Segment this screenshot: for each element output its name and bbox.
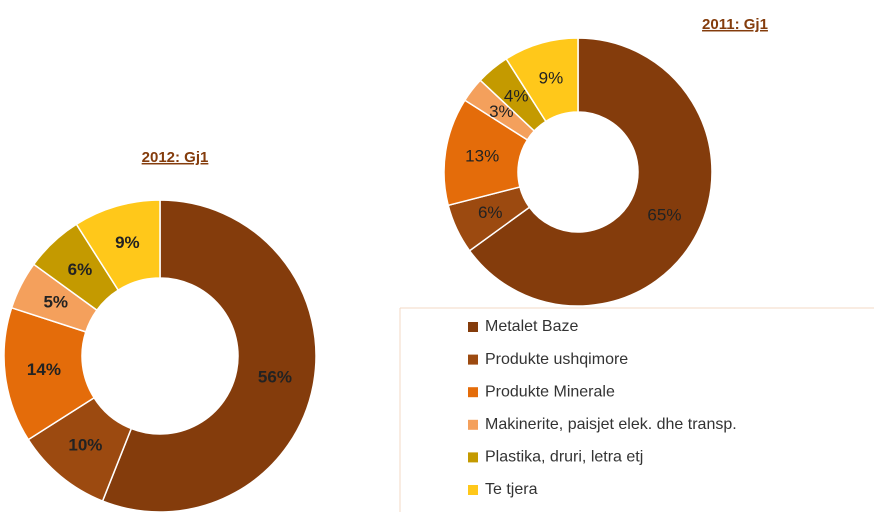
donut-slice bbox=[505, 37, 579, 123]
legend-swatch bbox=[468, 322, 478, 332]
data-label: 10% bbox=[68, 436, 102, 455]
legend-label: Makinerite, paisjet elek. dhe transp. bbox=[485, 416, 737, 433]
data-label: 4% bbox=[504, 87, 529, 106]
legend-label: Plastika, druri, letra etj bbox=[485, 449, 643, 466]
legend-swatch bbox=[468, 354, 478, 365]
donut-slice bbox=[75, 199, 161, 292]
data-label: 9% bbox=[115, 233, 140, 252]
legend-label: Produkte ushqimore bbox=[485, 351, 628, 368]
legend-swatch bbox=[468, 485, 478, 495]
legend-label: Produkte Minerale bbox=[485, 383, 615, 400]
data-label: 5% bbox=[43, 292, 68, 311]
data-label: 56% bbox=[258, 367, 292, 386]
legend-swatch bbox=[468, 387, 478, 398]
legend-swatch bbox=[468, 452, 478, 463]
legend-label: Te tjera bbox=[485, 481, 538, 498]
data-label: 6% bbox=[478, 203, 503, 222]
legend-swatch bbox=[468, 419, 478, 430]
data-label: 14% bbox=[27, 360, 61, 379]
legend-label: Metalet Baze bbox=[485, 318, 578, 335]
donut-slice bbox=[468, 37, 713, 307]
chart-title: 2011: Gj1 bbox=[702, 16, 768, 33]
data-label: 13% bbox=[465, 146, 499, 165]
chart-title: 2012: Gj1 bbox=[142, 149, 209, 166]
data-label: 65% bbox=[647, 206, 681, 225]
data-label: 6% bbox=[68, 260, 93, 279]
data-label: 9% bbox=[539, 68, 564, 87]
